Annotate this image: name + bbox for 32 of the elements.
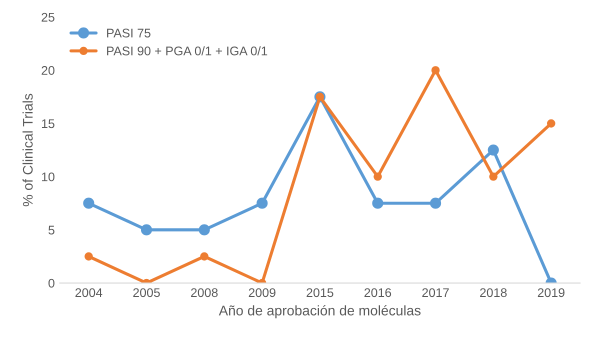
point <box>140 224 152 236</box>
point <box>372 198 384 209</box>
point <box>84 252 93 261</box>
x-tick-label: 2019 <box>538 288 564 298</box>
x-tick-label: 2004 <box>75 288 102 298</box>
x-tick-label: 2015 <box>306 288 334 298</box>
y-axis-title: % of Clinical Trials <box>22 94 33 206</box>
point <box>198 224 210 236</box>
x-axis-title: Año de aprobación de moléculas <box>218 305 421 318</box>
y-tick-label: 10 <box>42 172 54 182</box>
x-tick-label: 2005 <box>133 288 160 298</box>
legend-label: PASI 75 <box>107 28 150 38</box>
point <box>83 198 94 209</box>
point <box>256 198 268 209</box>
x-tick-label: 2016 <box>364 288 392 298</box>
x-tick-label: 2017 <box>422 288 449 298</box>
point <box>488 144 499 156</box>
legend-label: PASI 90 + PGA 0/1 + IGA 0/1 <box>107 46 268 56</box>
point <box>489 172 498 181</box>
x-tick-label: 2009 <box>248 288 276 298</box>
point <box>374 172 382 181</box>
y-tick-label: 20 <box>42 66 54 75</box>
y-tick-label: 15 <box>42 119 54 128</box>
point <box>431 66 440 74</box>
x-tick-label: 2008 <box>191 288 218 298</box>
y-tick-label: 25 <box>42 12 54 22</box>
point <box>546 119 556 128</box>
y-tick-label: 0 <box>48 278 54 288</box>
y-tick-label: 5 <box>48 226 54 234</box>
point <box>200 252 208 261</box>
x-tick-label: 2018 <box>480 288 507 298</box>
point <box>430 198 442 209</box>
